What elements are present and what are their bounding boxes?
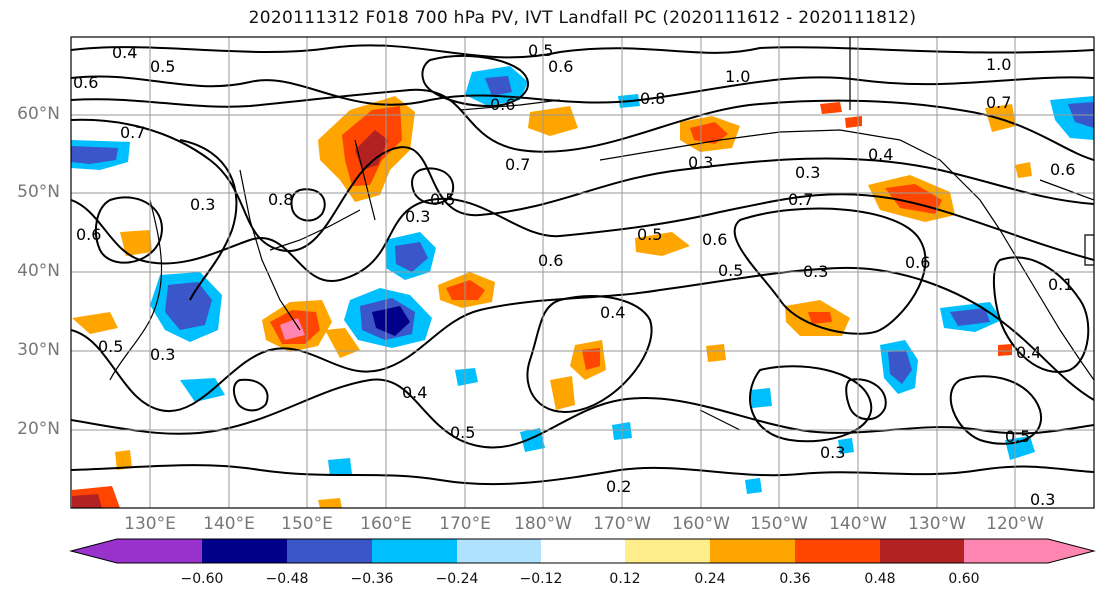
contour-label: 0.6 (490, 95, 515, 114)
contour-label: 0.6 (548, 57, 573, 76)
colorbar-high-extend (1048, 539, 1094, 563)
contour-label: 0.3 (803, 262, 828, 281)
graticule (71, 37, 1094, 508)
colorbar-swatch (710, 539, 795, 563)
colorbar-outline (69, 538, 1096, 564)
contour-label: 0.5 (98, 337, 123, 356)
lon-label: 170°W (593, 514, 651, 534)
colorbar-low-extend (71, 539, 117, 563)
contour-label-group: 0.4 0.5 0.6 0.5 0.6 1.0 0.8 0.6 0.7 0.5 … (73, 41, 1075, 509)
colorbar-swatch (287, 539, 372, 563)
contour-label: 0.6 (76, 225, 101, 244)
contour-label: 0.7 (986, 93, 1011, 112)
contour-label: 0.5 (528, 41, 553, 60)
colorbar-tick-label: 0.24 (694, 571, 726, 587)
colorbar-tick-label: −0.48 (265, 571, 309, 587)
contour-label: 0.5 (450, 423, 475, 442)
contour-label: 0.5 (1005, 427, 1030, 446)
contour-label: 0.7 (505, 155, 530, 174)
contour-label: 1.0 (986, 55, 1011, 74)
lon-label: 140°W (829, 514, 887, 534)
contour-label: 0.8 (268, 190, 293, 209)
colorbar-tick-label: −0.24 (435, 571, 479, 587)
lat-label-50n: 50°N (17, 182, 60, 202)
colorbar-swatch (117, 539, 202, 563)
coastlines (109, 37, 1094, 431)
contour-label: 0.3 (405, 207, 430, 226)
lon-label: 130°W (908, 514, 966, 534)
contour-label: 0.3 (190, 195, 215, 214)
colorbar-swatch (795, 539, 880, 563)
contour-label: 0.3 (820, 443, 845, 462)
lat-label-30n: 30°N (17, 340, 60, 360)
contour-label: 0.4 (112, 43, 137, 62)
contour-label: 0.7 (788, 190, 813, 209)
contour-label: 0.6 (73, 73, 98, 92)
map-frame (70, 36, 1095, 509)
colorbar-tick-label: −0.12 (519, 571, 563, 587)
negative-anomaly-shading (71, 66, 1094, 494)
contour-label: 0.3 (150, 345, 175, 364)
colorbar-swatch (457, 539, 541, 563)
lon-label: 180°W (514, 514, 572, 534)
lon-label: 150°E (281, 514, 333, 534)
contour-label: 0.6 (538, 251, 563, 270)
colorbar-tick-label: 0.60 (948, 571, 980, 587)
colorbar-tick-label: −0.60 (180, 571, 224, 587)
lon-label: 170°E (439, 514, 491, 534)
contour-label: 0.8 (640, 89, 665, 108)
colorbar-swatch (541, 539, 625, 563)
contour-label: 0.4 (1016, 343, 1041, 362)
contour-label: 0.3 (688, 153, 713, 172)
colorbar-swatch (202, 539, 287, 563)
contour-label: 0.6 (905, 253, 930, 272)
lon-label: 160°E (360, 514, 412, 534)
contour-label: 0.7 (120, 123, 145, 142)
colorbar-swatch (372, 539, 457, 563)
positive-anomaly-shading (72, 96, 1032, 508)
contour-label: 0.6 (702, 230, 727, 249)
colorbar-tick-label: −0.36 (350, 571, 394, 587)
lon-label: 160°W (672, 514, 730, 534)
contour-label: 0.5 (430, 190, 455, 209)
contour-label: 0.1 (1048, 275, 1073, 294)
contour-label: 0.4 (868, 145, 893, 164)
contour-label: 0.4 (402, 383, 427, 402)
contour-label: 0.6 (1050, 160, 1075, 179)
contour-label: 0.5 (637, 225, 662, 244)
colorbar-swatch (880, 539, 964, 563)
map-title: 2020111312 F018 700 hPa PV, IVT Landfall… (248, 8, 917, 28)
contour-label: 0.5 (718, 261, 743, 280)
colorbar (69, 538, 1096, 564)
contour-label: 0.3 (1030, 490, 1055, 509)
colorbar-tick-label: 0.48 (864, 571, 896, 587)
contour-label: 1.0 (725, 67, 750, 86)
lat-label-20n: 20°N (17, 419, 60, 439)
colorbar-swatch (625, 539, 710, 563)
lat-label-40n: 40°N (17, 261, 60, 281)
contour-label: 0.2 (606, 477, 631, 496)
lon-label: 150°W (750, 514, 808, 534)
lon-label: 130°E (124, 514, 176, 534)
contour-label: 0.5 (150, 57, 175, 76)
pv-contours (71, 44, 1094, 486)
lat-label-60n: 60°N (17, 104, 60, 124)
contour-label: 0.3 (795, 163, 820, 182)
colorbar-tick-label: 0.36 (779, 571, 811, 587)
lon-label: 140°E (203, 514, 255, 534)
contour-label: 0.4 (600, 303, 625, 322)
lon-label: 120°W (986, 514, 1044, 534)
colorbar-tick-label: 0.12 (609, 571, 641, 587)
colorbar-swatch (964, 539, 1048, 563)
